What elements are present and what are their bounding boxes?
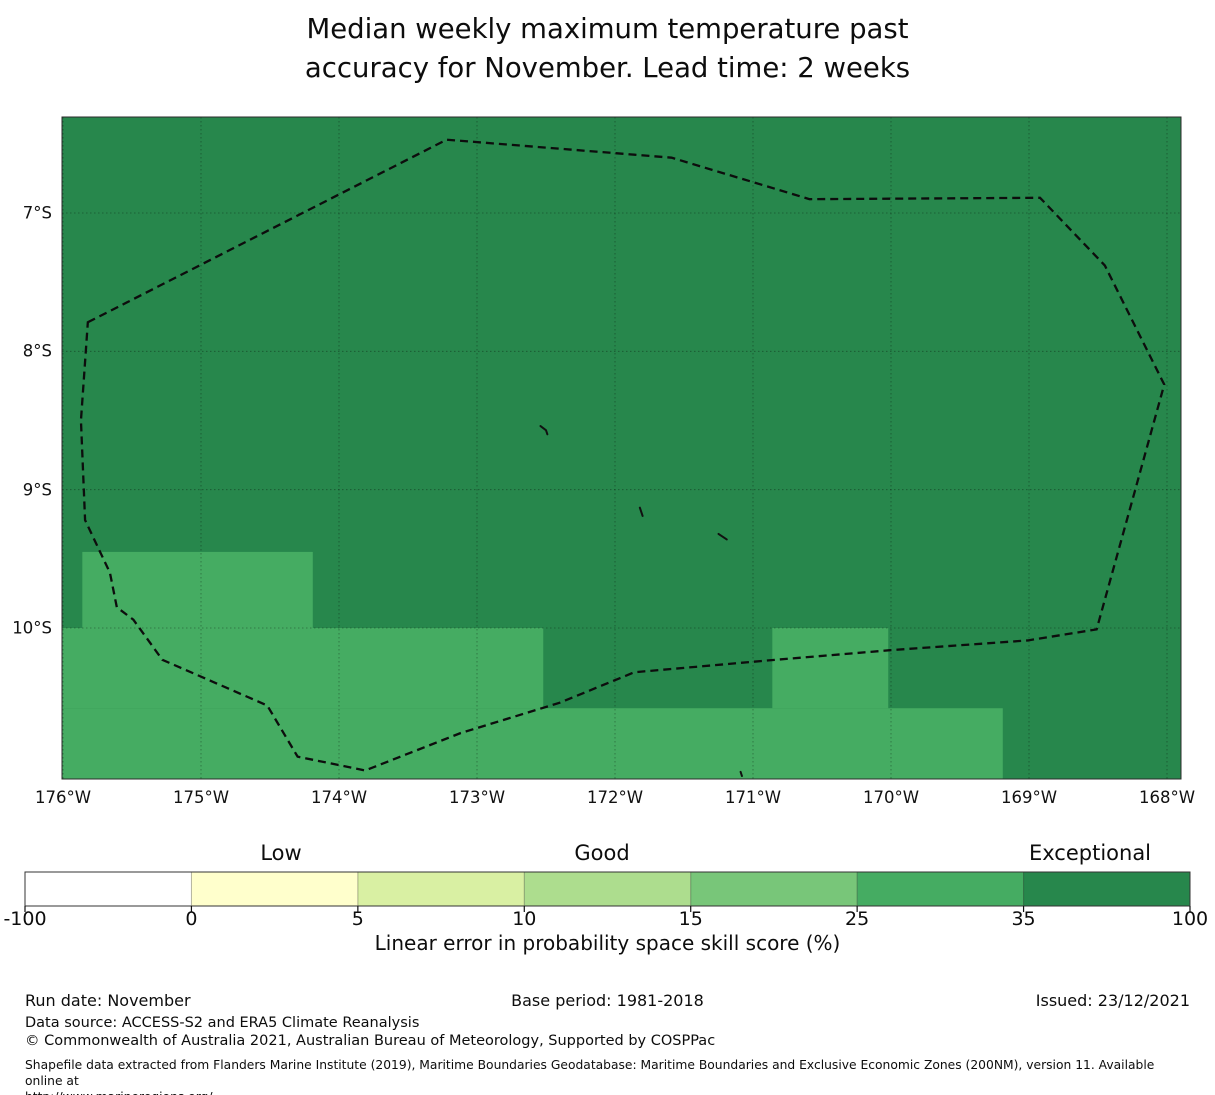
map-cell-skill-25-35 bbox=[772, 627, 889, 709]
eez-boundary bbox=[79, 138, 1166, 772]
colorbar-bin-5-10 bbox=[357, 872, 525, 906]
colorbar-tick-label: 15 bbox=[678, 908, 703, 930]
y-tick-label: 8°S bbox=[22, 341, 52, 361]
map-border bbox=[61, 116, 1182, 780]
shapefile-attribution: Shapefile data extracted from Flanders M… bbox=[25, 1057, 1190, 1095]
base-period-text: Base period: 1981-2018 bbox=[511, 991, 704, 1010]
map-cell-skill-25-35 bbox=[82, 551, 313, 628]
x-tick-label: 175°W bbox=[172, 788, 230, 807]
x-tick-label: 174°W bbox=[310, 788, 368, 807]
chart-title-line2: accuracy for November. Lead time: 2 week… bbox=[304, 52, 911, 84]
colorbar-category-label: Good bbox=[574, 841, 630, 865]
colorbar-title: Linear error in probability space skill … bbox=[374, 931, 841, 955]
colorbar-tick-label: 100 bbox=[1171, 908, 1209, 930]
colorbar-tick-label: -100 bbox=[3, 908, 47, 930]
colorbar-tick-label: 25 bbox=[845, 908, 870, 930]
run-date-text: Run date: November bbox=[25, 991, 191, 1010]
shapefile-attribution-line2: http://www.marineregions.org/. bbox=[25, 1089, 1190, 1095]
y-tick-label: 7°S bbox=[22, 203, 52, 223]
colorbar-bin-35-100 bbox=[1023, 872, 1190, 906]
island-atafu bbox=[539, 425, 549, 436]
y-tick-label: 10°S bbox=[12, 618, 52, 638]
island-swains bbox=[739, 770, 743, 778]
issued-date-text: Issued: 23/12/2021 bbox=[1035, 991, 1190, 1010]
x-tick-label: 169°W bbox=[1000, 788, 1058, 807]
colorbar-tick-label: 10 bbox=[512, 908, 537, 930]
colorbar-tick-label: 5 bbox=[351, 908, 364, 930]
shapefile-attribution-line1: Shapefile data extracted from Flanders M… bbox=[25, 1058, 1155, 1088]
island-nukunonu bbox=[638, 506, 644, 517]
colorbar-bin-0-5 bbox=[191, 872, 358, 906]
colorbar-border bbox=[24, 871, 1191, 907]
x-tick-label: 171°W bbox=[724, 788, 782, 807]
colorbar-bin-10-15 bbox=[524, 872, 691, 906]
colorbar-category-label: Low bbox=[260, 841, 302, 865]
colorbar-category-label: Exceptional bbox=[1028, 841, 1152, 865]
map-cell-skill-25-35 bbox=[62, 627, 544, 709]
x-tick-label: 176°W bbox=[34, 788, 92, 807]
colorbar-bin-15-25 bbox=[690, 872, 858, 906]
colorbar-bin--100-0 bbox=[25, 872, 192, 906]
colorbar-bin-25-35 bbox=[857, 872, 1024, 906]
island-fakaofo bbox=[717, 532, 728, 541]
x-tick-label: 168°W bbox=[1138, 788, 1196, 807]
x-tick-label: 173°W bbox=[448, 788, 506, 807]
colorbar-tick-label: 35 bbox=[1011, 908, 1036, 930]
data-source-text: Data source: ACCESS-S2 and ERA5 Climate … bbox=[25, 1015, 420, 1031]
colorbar-tick-label: 0 bbox=[185, 908, 198, 930]
map-cell-skill-25-35 bbox=[62, 708, 1003, 779]
y-tick-label: 9°S bbox=[22, 480, 52, 500]
chart-title-line1: Median weekly maximum temperature past bbox=[306, 13, 909, 45]
copyright-text: © Commonwealth of Australia 2021, Austra… bbox=[25, 1033, 716, 1049]
chart-title: Median weekly maximum temperature past a… bbox=[0, 10, 1215, 88]
x-tick-label: 170°W bbox=[862, 788, 920, 807]
x-tick-label: 172°W bbox=[586, 788, 644, 807]
